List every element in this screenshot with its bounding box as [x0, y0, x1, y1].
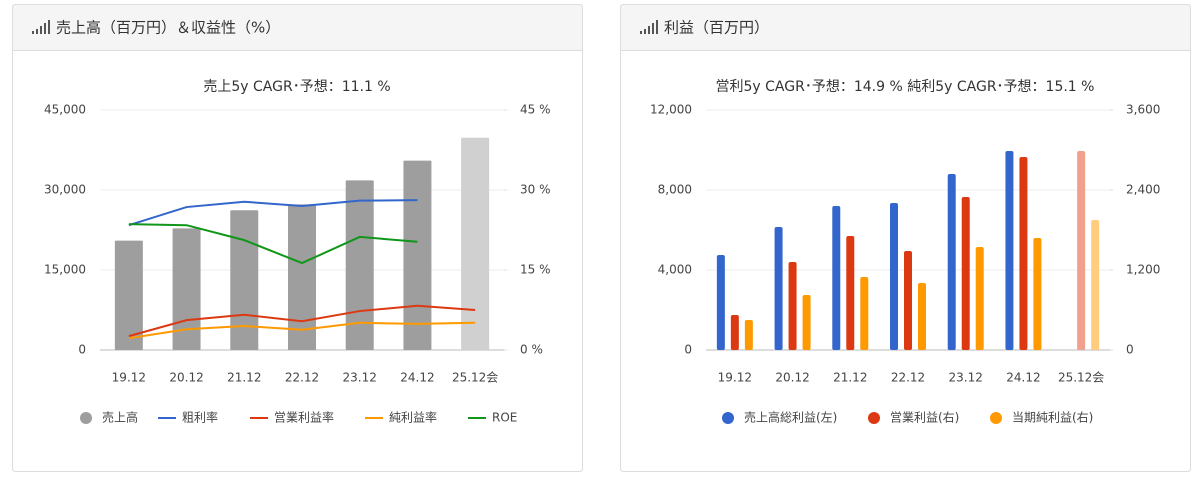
- bar: [918, 283, 926, 350]
- y2-tick-label: 0: [1126, 343, 1134, 357]
- bar: [345, 180, 374, 350]
- y2-tick-label: 15 %: [520, 263, 551, 277]
- legend-label: 営業利益(右): [890, 410, 959, 425]
- bar: [961, 197, 970, 350]
- legend-label: 純利益率: [389, 410, 437, 425]
- y-tick-label: 0: [684, 343, 692, 357]
- line-series: [128, 223, 418, 265]
- panel-title: 利益（百万円）: [664, 19, 769, 37]
- bar: [774, 227, 783, 350]
- x-tick-label: 24.12: [400, 371, 434, 385]
- legend-marker: [80, 412, 92, 424]
- bar: [1077, 151, 1086, 350]
- line-series: [128, 199, 418, 227]
- x-tick-label: 19.12: [718, 371, 752, 385]
- legend-label: 売上高総利益(左): [744, 410, 837, 425]
- bar: [730, 315, 739, 350]
- y2-tick-label: 45 %: [520, 103, 551, 117]
- x-tick-label: 22.12: [891, 371, 925, 385]
- y2-tick-label: 0 %: [520, 343, 543, 357]
- bar: [403, 160, 432, 350]
- chart-subtitle: 売上5y CAGR･予想：11.1 %: [203, 79, 390, 95]
- bar: [461, 137, 490, 350]
- x-tick-label: 21.12: [833, 371, 867, 385]
- panel-header: [12, 4, 583, 51]
- x-tick-label: 20.12: [775, 371, 809, 385]
- legend-label: 営業利益率: [274, 410, 334, 425]
- y2-tick-label: 3,600: [1126, 103, 1160, 117]
- bar: [904, 251, 912, 350]
- y2-tick-label: 30 %: [520, 183, 551, 197]
- bar: [860, 277, 869, 350]
- x-tick-label: 23.12: [343, 371, 377, 385]
- legend-label: ROE: [492, 411, 517, 425]
- chart-subtitle: 営利5y CAGR･予想：14.9 % 純利5y CAGR･予想：15.1 %: [716, 79, 1095, 95]
- bar: [802, 295, 811, 350]
- bar: [114, 240, 143, 350]
- legend-marker: [868, 412, 880, 424]
- line-series: [128, 321, 476, 340]
- panel-title: 売上高（百万円）＆収益性（%）: [56, 19, 280, 37]
- bar: [288, 204, 316, 350]
- bar: [716, 255, 725, 350]
- bar: [1033, 238, 1042, 350]
- legend-label: 売上高: [102, 410, 138, 425]
- y2-tick-label: 2,400: [1126, 183, 1160, 197]
- bar: [890, 203, 898, 350]
- x-tick-label: 19.12: [112, 371, 146, 385]
- bar: [1019, 157, 1028, 350]
- x-tick-label: 25.12会: [452, 371, 498, 385]
- bar: [230, 210, 259, 350]
- legend-label: 粗利率: [182, 410, 218, 425]
- x-tick-label: 20.12: [169, 371, 203, 385]
- panel-header: [620, 4, 1191, 51]
- bar: [832, 206, 841, 350]
- y2-tick-label: 1,200: [1126, 263, 1160, 277]
- legend-marker: [722, 412, 734, 424]
- y-tick-label: 0: [78, 343, 86, 357]
- signal-icon: [640, 20, 658, 34]
- x-tick-label: 21.12: [227, 371, 261, 385]
- bar: [947, 174, 956, 350]
- x-tick-label: 22.12: [285, 371, 319, 385]
- x-tick-label: 24.12: [1006, 371, 1040, 385]
- y-tick-label: 8,000: [658, 183, 692, 197]
- bar: [172, 228, 201, 350]
- y-tick-label: 30,000: [44, 183, 86, 197]
- y-tick-label: 15,000: [44, 263, 86, 277]
- bar: [744, 320, 753, 350]
- y-tick-label: 4,000: [658, 263, 692, 277]
- legend-marker: [990, 412, 1002, 424]
- x-tick-label: 23.12: [949, 371, 983, 385]
- bar: [788, 262, 797, 350]
- bar: [975, 247, 984, 350]
- y-tick-label: 12,000: [650, 103, 692, 117]
- bar: [1005, 151, 1014, 350]
- bar: [1091, 220, 1100, 350]
- y-tick-label: 45,000: [44, 103, 86, 117]
- bar: [846, 236, 855, 350]
- legend-label: 当期純利益(右): [1012, 410, 1093, 425]
- signal-icon: [32, 20, 50, 34]
- line-series: [128, 304, 476, 338]
- x-tick-label: 25.12会: [1058, 371, 1104, 385]
- panel: [620, 4, 1191, 472]
